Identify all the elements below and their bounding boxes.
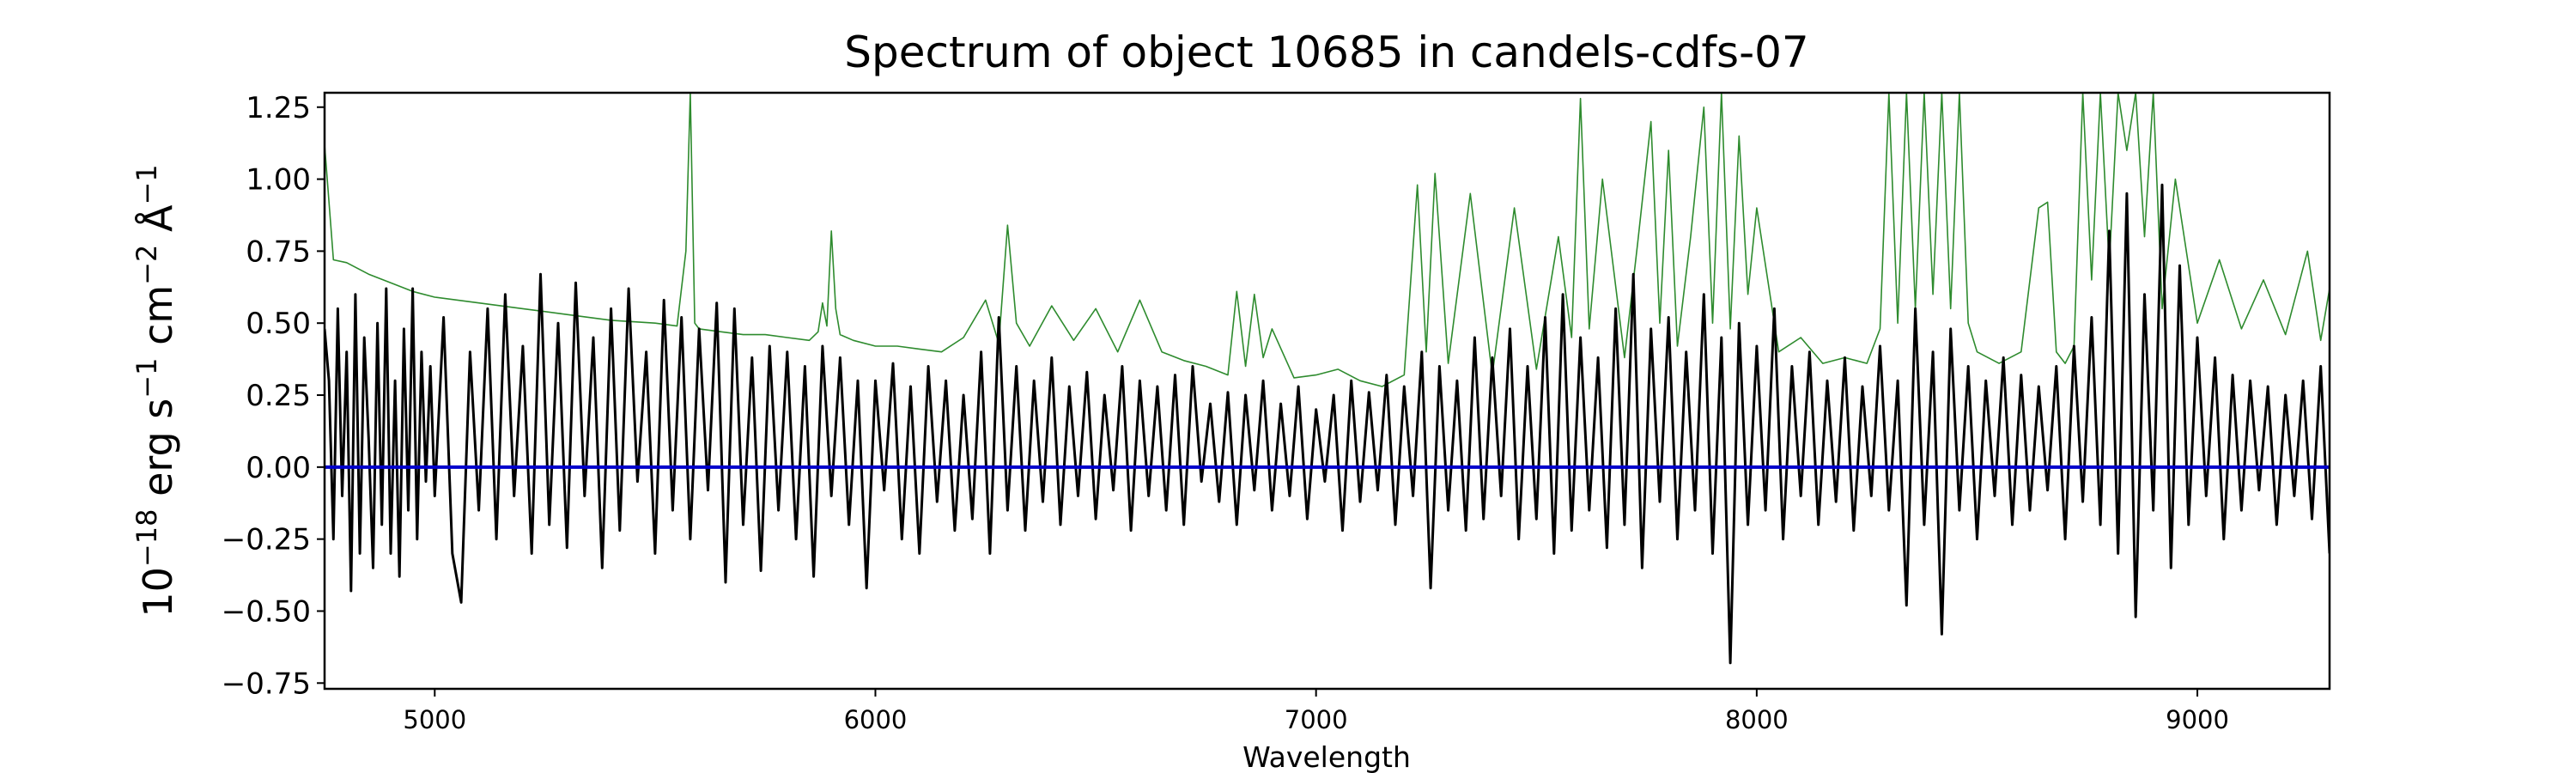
y-tick-label: −0.25 [222,523,311,557]
y-tick-label: −0.50 [222,594,311,629]
y-tick-label: 0.75 [246,234,311,269]
y-tick-label: 0.25 [246,379,311,413]
chart-title: Spectrum of object 10685 in candels-cdfs… [844,27,1809,77]
x-tick-label: 9000 [2166,705,2229,734]
y-tick-label: 0.00 [246,451,311,485]
plot-frame [323,91,2331,691]
x-tick-label: 6000 [844,705,908,734]
x-tick-label: 7000 [1285,705,1348,734]
flux-spectrum-layer [325,183,2330,665]
flux-spectrum-line [325,183,2330,665]
y-axis-label: 10−18 erg s−1 cm−2 Å−1 [131,164,181,617]
y-tick-label: 0.50 [246,307,311,341]
x-tick-label: 8000 [1725,705,1789,734]
x-tick-label: 5000 [403,705,466,734]
y-tick-label: −0.75 [222,666,311,701]
x-axis-label: Wavelength [1242,740,1411,773]
y-tick-label: 1.25 [246,91,311,125]
y-tick-label: 1.00 [246,163,311,198]
x-ticks: 5000 6000 7000 8000 9000 [403,689,2229,734]
y-ticks: −0.75 −0.50 −0.25 0.00 0.25 0.50 0.75 1.00 1.25 [222,91,325,701]
